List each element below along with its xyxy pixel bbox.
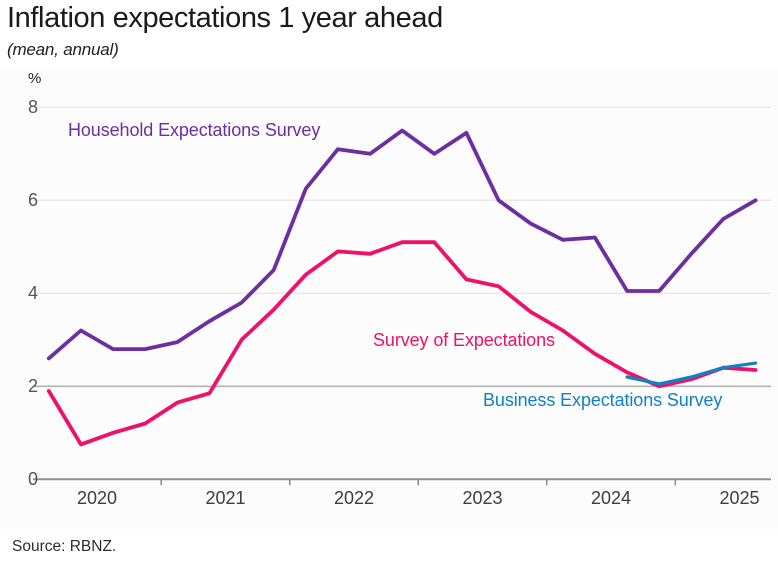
y-axis-tick-label: 2 — [27, 376, 38, 397]
x-axis-year-label: 2020 — [76, 488, 118, 508]
series-label-household-expectations-survey: Household Expectations Survey — [68, 120, 321, 140]
x-axis-year-label: 2021 — [205, 488, 246, 508]
y-axis-tick-label: 4 — [27, 283, 38, 304]
y-axis-tick-label: 8 — [27, 97, 38, 118]
chart-subtitle: (mean, annual) — [7, 40, 119, 59]
x-axis-year-label: 2022 — [333, 488, 375, 508]
series-line-survey-of-expectations — [46, 240, 758, 447]
y-axis-unit-label: % — [28, 70, 42, 87]
x-axis-year-label: 2025 — [719, 488, 760, 508]
page-title: Inflation expectations 1 year ahead — [7, 2, 443, 34]
x-axis-year-label: 2023 — [462, 488, 503, 508]
source-note: Source: RBNZ. — [12, 538, 117, 555]
y-axis-tick-label: 6 — [27, 190, 38, 211]
series-line-household-expectations-survey — [46, 128, 758, 361]
series-label-business-expectations-survey: Business Expectations Survey — [483, 390, 723, 410]
chart-background — [0, 67, 778, 530]
y-axis-tick-label: 0 — [27, 469, 38, 490]
series-label-survey-of-expectations: Survey of Expectations — [373, 330, 555, 350]
x-axis-year-label: 2024 — [590, 488, 632, 508]
series-line-business-expectations-survey — [625, 361, 758, 386]
